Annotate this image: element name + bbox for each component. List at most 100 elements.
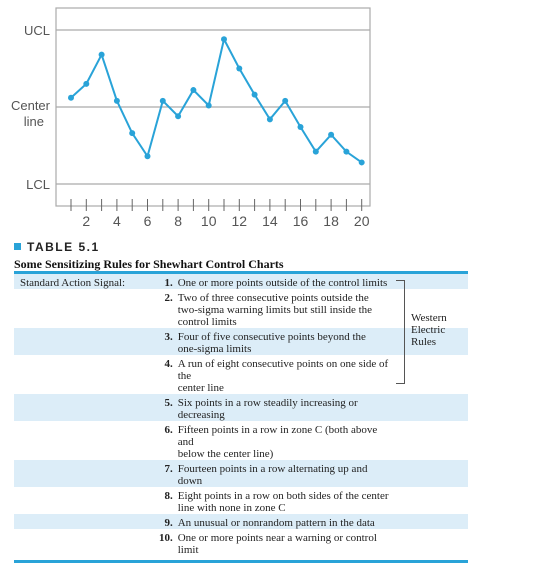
data-point (68, 94, 74, 101)
table-title: Some Sensitizing Rules for Shewhart Cont… (14, 257, 284, 271)
data-point (83, 80, 90, 87)
data-point (328, 131, 335, 138)
x-tick-label: 20 (354, 213, 370, 229)
rule-number: 3. (149, 328, 178, 355)
data-point (358, 159, 365, 166)
rule-number: 10. (158, 532, 173, 544)
rule-row: Standard Action Signal: 1. One or more poi… (14, 274, 468, 289)
rule-row: 3. Four of five consecutive points beyond… (14, 328, 468, 355)
x-tick-label: 8 (174, 213, 182, 229)
rule-row: 5. Six points in a row steadily increasin… (14, 394, 468, 421)
rule-number: 4. (164, 358, 173, 370)
data-point (266, 116, 273, 123)
signal-cell (14, 514, 150, 529)
data-point (251, 91, 258, 98)
signal-cell (14, 394, 150, 421)
x-tick-label: 14 (262, 213, 278, 229)
x-tick-label: 16 (293, 213, 309, 229)
rule-text: One or more points outside of the contro… (177, 274, 393, 289)
rule-text: Eight points in a row on both sides of t… (178, 487, 393, 514)
rule-text: Six points in a row steadily increasing … (177, 394, 393, 421)
rule-text-line: Six points in a row steadily increasing … (177, 397, 358, 421)
center-label-line1: Center (11, 98, 51, 113)
rule-number: 2. (164, 292, 173, 304)
rule-row: 6. Fifteen points in a row in zone C (bot… (14, 421, 468, 460)
table-bottom-rule (14, 560, 468, 563)
data-point (312, 148, 319, 155)
data-point (282, 97, 289, 104)
rule-text-line: Two of three consecutive points outside … (177, 292, 369, 304)
rule-row: 7. Fourteen points in a row alternating u… (14, 460, 468, 487)
x-tick-label: 18 (323, 213, 339, 229)
data-point (190, 87, 197, 94)
signal-cell (14, 529, 149, 556)
rule-text-line: two-sigma warning limits but still insid… (177, 304, 373, 316)
rule-text-line: One or more points outside of the contro… (177, 277, 388, 289)
x-tick-label: 4 (113, 213, 121, 229)
x-tick-label: 6 (144, 213, 152, 229)
signal-cell (14, 328, 150, 355)
table-top-rule (14, 271, 468, 274)
control-chart: UCL Center line LCL 2 4 6 8 10 12 14 16 18 20 (11, 7, 371, 229)
square-bullet-icon (14, 243, 21, 250)
rule-number: 8. (164, 490, 173, 502)
ucl-label: UCL (24, 23, 50, 38)
x-tick-label: 2 (82, 213, 90, 229)
signal-cell (14, 460, 150, 487)
x-tick-label: 12 (232, 213, 248, 229)
rule-row: 2. Two of three consecutive points outsid… (14, 289, 468, 328)
x-tick-label: 10 (201, 213, 217, 229)
series-line (70, 36, 363, 164)
rule-text-line: Fourteen points in a row alternating up … (177, 463, 368, 487)
rule-text-line: center line (177, 382, 224, 394)
center-label-line2: line (24, 114, 44, 129)
rule-text: Fifteen points in a row in zone C (both … (178, 421, 393, 460)
table-number: TABLE 5.1 (27, 240, 100, 254)
rule-text: Fourteen points in a row alternating up … (177, 460, 393, 487)
data-point (343, 148, 350, 155)
rules-line: Rules (411, 336, 437, 348)
western-electric-label: Western Electric Rules (411, 312, 447, 348)
rule-text-line: one-sigma limits (177, 343, 252, 355)
rule-text: Two of three consecutive points outside … (178, 289, 393, 328)
electric-line: Electric (411, 324, 446, 336)
signal-cell: Standard Action Signal: (14, 274, 150, 289)
signal-cell (14, 487, 149, 514)
rule-number: 1. (149, 274, 178, 289)
rule-text-line: Eight points in a row on both sides of t… (177, 490, 389, 502)
data-point (175, 113, 182, 120)
table-label: TABLE 5.1 (14, 240, 474, 254)
rule-text-line: control limits (177, 316, 237, 328)
rule-text: A run of eight consecutive points on one… (178, 355, 393, 394)
rule-text-line: Fifteen points in a row in zone C (both … (177, 424, 378, 448)
rule-row: 9. An unusual or nonrandom pattern in the… (14, 514, 468, 529)
data-point (297, 124, 304, 131)
rule-number: 9. (149, 514, 178, 529)
lcl-label: LCL (26, 177, 50, 192)
rule-row: 4. A run of eight consecutive points on o… (14, 355, 468, 394)
rule-text-line: A run of eight consecutive points on one… (177, 358, 389, 382)
rule-text-line: One or more points near a warning or con… (177, 532, 377, 556)
rule-text-line: An unusual or nonrandom pattern in the d… (177, 517, 375, 529)
data-point (98, 51, 105, 58)
data-point (205, 102, 212, 109)
rules-table: Standard Action Signal: 1. One or more poi… (14, 271, 468, 563)
rule-row: 10. One or more points near a warning or … (14, 529, 468, 556)
rule-text-line: below the center line) (177, 448, 274, 460)
rule-text-line: Four of five consecutive points beyond t… (177, 331, 366, 343)
data-point (159, 97, 166, 104)
signal-cell (14, 421, 149, 460)
data-point (113, 97, 120, 104)
signal-cell (14, 289, 149, 328)
rule-text: An unusual or nonrandom pattern in the d… (177, 514, 393, 529)
data-point (129, 130, 136, 137)
rule-text: Four of five consecutive points beyond t… (177, 328, 393, 355)
data-point (144, 153, 151, 160)
rule-text-line: line with none in zone C (177, 502, 286, 514)
rule-number: 5. (149, 394, 178, 421)
western-electric-bracket (396, 280, 405, 384)
rule-number: 6. (164, 424, 173, 436)
signal-cell (14, 355, 149, 394)
table-header: TABLE 5.1 Some Sensitizing Rules for She… (14, 240, 474, 272)
rule-number: 7. (149, 460, 178, 487)
